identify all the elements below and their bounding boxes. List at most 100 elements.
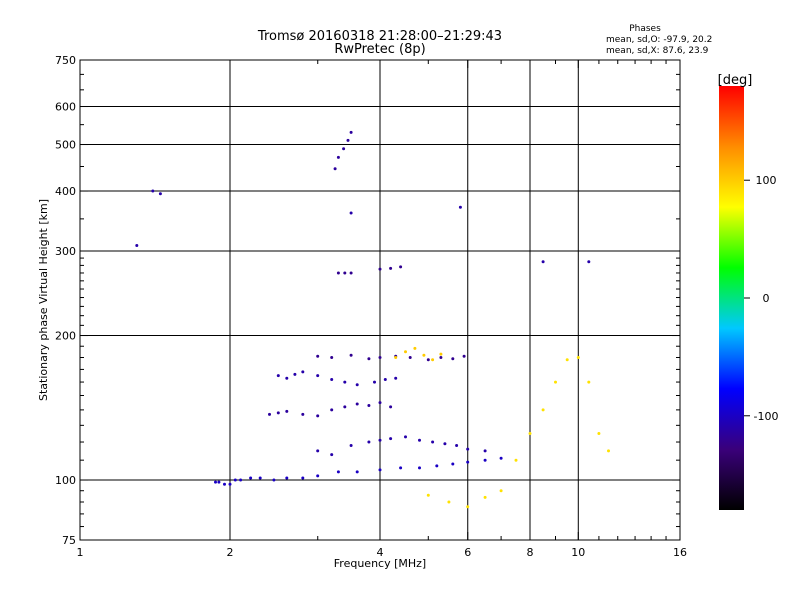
x-tick-label: 2 <box>227 546 234 559</box>
x-tick-label: 10 <box>571 546 585 559</box>
data-point <box>514 458 518 462</box>
data-point <box>466 447 470 451</box>
data-point <box>483 458 487 462</box>
data-point <box>158 192 162 196</box>
data-point <box>431 440 435 444</box>
data-point <box>528 432 532 435</box>
y-tick-label: 75 <box>62 534 76 547</box>
data-point <box>285 409 289 413</box>
data-point <box>349 130 353 134</box>
x-tick-label: 6 <box>464 546 471 559</box>
data-point <box>343 271 347 275</box>
axis-ticks: 1 2 4 6 8 10 16 75 100 200 300 400 500 600 750 <box>55 54 687 559</box>
data-point <box>418 466 421 470</box>
data-point <box>378 356 382 359</box>
data-point <box>301 370 305 374</box>
data-point <box>316 374 320 378</box>
data-point <box>389 437 393 441</box>
data-point <box>447 500 451 504</box>
data-point <box>383 378 387 381</box>
data-point <box>316 414 320 418</box>
data-point <box>214 480 217 484</box>
data-point <box>439 352 443 356</box>
stats-title: Phases <box>629 24 661 34</box>
data-point <box>394 376 398 380</box>
data-point <box>408 356 412 359</box>
data-point <box>272 478 276 482</box>
data-point <box>276 374 280 378</box>
y-tick-label: 200 <box>55 330 76 343</box>
data-point <box>268 412 271 416</box>
scatter-points <box>135 130 610 509</box>
data-point <box>367 404 371 407</box>
data-point <box>258 476 262 480</box>
data-point <box>378 401 382 405</box>
data-point <box>466 460 470 464</box>
data-point <box>239 478 243 482</box>
data-point <box>378 438 382 442</box>
data-point <box>330 408 334 412</box>
data-point <box>462 354 466 358</box>
x-tick-label: 1 <box>77 546 84 559</box>
chart-title: Tromsø 20160318 21:28:00–21:29:43 <box>257 29 502 44</box>
x-axis-label: Frequency [MHz] <box>334 557 426 570</box>
data-point <box>293 372 297 376</box>
data-point <box>233 478 237 482</box>
x-tick-label: 8 <box>527 546 534 559</box>
data-point <box>355 470 359 474</box>
data-point <box>404 435 407 439</box>
data-point <box>426 493 430 497</box>
data-point <box>439 356 443 359</box>
data-point <box>389 266 393 270</box>
data-point <box>151 189 155 193</box>
data-point <box>135 244 139 247</box>
data-point <box>355 402 359 406</box>
colorbar-ticks: 100 0 -100 <box>744 174 778 423</box>
data-point <box>301 412 305 416</box>
data-point <box>431 358 435 362</box>
data-point <box>565 358 569 362</box>
y-tick-label: 300 <box>55 245 76 258</box>
data-point <box>587 380 591 384</box>
data-point <box>336 271 340 275</box>
data-point <box>249 476 253 480</box>
data-point <box>349 353 353 357</box>
data-point <box>451 357 455 361</box>
data-point <box>607 449 610 453</box>
data-point <box>399 265 403 269</box>
data-point <box>316 449 320 453</box>
colorbar-label: [deg] <box>718 73 753 88</box>
data-point <box>330 356 334 359</box>
data-point <box>228 482 232 486</box>
data-point <box>443 442 447 446</box>
data-point <box>413 346 417 350</box>
data-point <box>541 260 545 264</box>
data-point <box>499 456 503 460</box>
data-point <box>389 405 393 409</box>
data-point <box>418 438 421 442</box>
data-point <box>330 378 334 381</box>
data-point <box>541 408 545 412</box>
x-tick-label: 4 <box>377 546 384 559</box>
data-point <box>342 147 346 151</box>
data-point <box>587 260 591 264</box>
data-point <box>285 376 289 380</box>
data-point <box>426 358 430 362</box>
data-point <box>404 350 407 354</box>
colorbar-tick-label: 100 <box>756 174 777 187</box>
data-point <box>316 474 320 478</box>
stats-x-line: mean, sd,X: 87.6, 23.9 <box>606 46 709 56</box>
colorbar-tick-label: 0 <box>763 292 770 305</box>
y-tick-label: 400 <box>55 185 76 198</box>
data-point <box>554 380 557 384</box>
data-point <box>458 205 462 209</box>
y-tick-label: 750 <box>55 54 76 67</box>
data-point <box>483 495 487 499</box>
data-point <box>349 211 353 215</box>
y-tick-label: 100 <box>55 474 76 487</box>
data-point <box>330 453 334 457</box>
y-axis-label: Stationary phase Virtual Height [km] <box>37 199 50 401</box>
y-tick-label: 500 <box>55 139 76 152</box>
data-point <box>576 356 580 359</box>
